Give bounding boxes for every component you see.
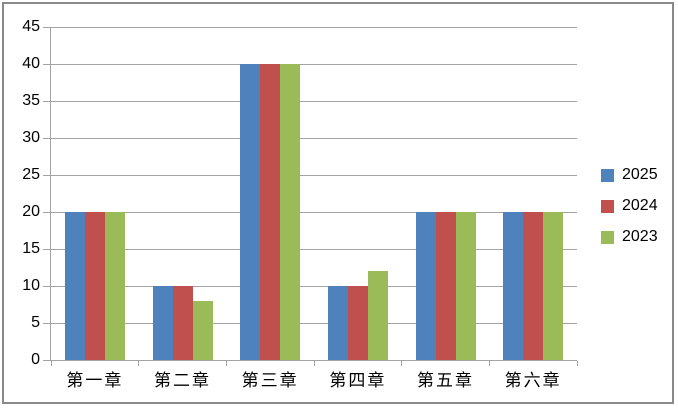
bar-2025-category-4: [327, 286, 348, 360]
bar-2023-category-6: [543, 212, 564, 360]
gridline-y-40: [51, 63, 577, 65]
bar-2025-category-6: [503, 212, 524, 360]
x-axis-label-6: 第六章: [504, 371, 562, 391]
x-axis-label-4: 第四章: [329, 371, 387, 391]
gridline-y-5: [51, 322, 577, 324]
x-axis-tick: [488, 361, 490, 366]
bar-2023-category-3: [280, 64, 301, 360]
x-axis-tick: [313, 361, 315, 366]
x-axis-label-3: 第三章: [241, 371, 299, 391]
y-axis-label-25: 25: [22, 166, 40, 183]
y-axis-line: [50, 27, 51, 360]
gridline-y-15: [51, 248, 577, 250]
bar-2024-category-4: [347, 286, 368, 360]
y-axis-tick: [43, 322, 51, 324]
y-axis-tick: [43, 211, 51, 213]
legend-label-2023: 2023: [622, 228, 658, 245]
y-axis-label-40: 40: [22, 55, 40, 72]
x-axis-label-5: 第五章: [416, 371, 474, 391]
legend-item-2023: 2023: [601, 228, 658, 246]
y-axis-tick: [43, 359, 51, 361]
x-axis-label-2: 第二章: [153, 371, 211, 391]
y-axis-tick: [43, 248, 51, 250]
legend-swatch-2025: [601, 168, 614, 182]
chart-frame: 2025 2024 2023 0 5 10 15 20 25 30 35 40 45 第一章 第二章 第三章…: [2, 2, 674, 404]
x-axis-line: [43, 360, 577, 361]
legend-swatch-2024: [601, 199, 614, 213]
plot-area: [43, 26, 578, 366]
x-axis-tick: [138, 361, 140, 366]
bar-2025-category-3: [240, 64, 261, 360]
legend-label-2024: 2024: [622, 197, 658, 214]
y-axis-tick: [43, 137, 51, 139]
bar-2024-category-5: [435, 212, 456, 360]
y-axis-label-10: 10: [22, 277, 40, 294]
y-axis-label-35: 35: [22, 92, 40, 109]
y-axis-tick: [43, 285, 51, 287]
gridline-y-20: [51, 211, 577, 213]
legend-swatch-2023: [601, 230, 614, 244]
y-axis-tick: [43, 174, 51, 176]
y-axis-label-15: 15: [22, 240, 40, 257]
y-axis-label-20: 20: [22, 203, 40, 220]
y-axis-tick: [43, 100, 51, 102]
bar-2024-category-6: [523, 212, 544, 360]
bar-2023-category-1: [104, 212, 125, 360]
legend-item-2025: 2025: [601, 166, 658, 184]
bar-2023-category-2: [192, 300, 213, 360]
legend-item-2024: 2024: [601, 197, 658, 215]
y-axis-tick: [43, 63, 51, 65]
legend-label-2025: 2025: [622, 166, 658, 183]
bar-2024-category-3: [260, 64, 281, 360]
y-axis-label-30: 30: [22, 129, 40, 146]
x-axis-tick: [576, 361, 578, 366]
bar-2023-category-4: [367, 271, 388, 360]
bar-2023-category-5: [455, 212, 476, 360]
y-axis-label-45: 45: [22, 18, 40, 35]
y-axis-label-5: 5: [31, 314, 40, 331]
x-axis-tick: [225, 361, 227, 366]
bar-2025-category-5: [415, 212, 436, 360]
gridline-y-10: [51, 285, 577, 287]
gridline-y-30: [51, 137, 577, 139]
x-axis-label-1: 第一章: [66, 371, 124, 391]
bar-2024-category-1: [84, 212, 105, 360]
y-axis-tick: [43, 26, 51, 28]
gridline-y-35: [51, 100, 577, 102]
bar-2025-category-2: [152, 286, 173, 360]
x-axis-tick: [401, 361, 403, 366]
bar-2025-category-1: [64, 212, 85, 360]
bar-2024-category-2: [172, 286, 193, 360]
gridline-y-25: [51, 174, 577, 176]
gridline-y-45: [51, 26, 577, 28]
y-axis-label-0: 0: [31, 351, 40, 368]
x-axis-tick: [50, 361, 52, 366]
legend: 2025 2024 2023: [601, 166, 658, 246]
